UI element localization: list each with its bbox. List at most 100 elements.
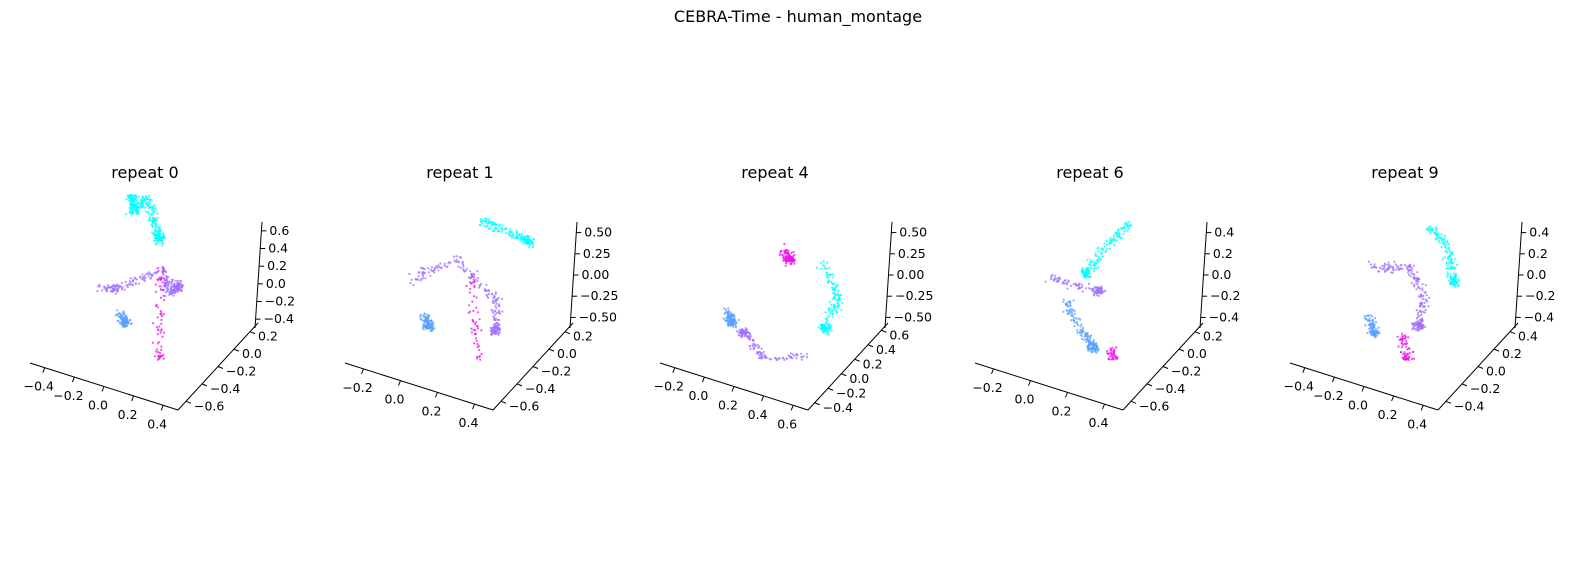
data-point [493,316,496,319]
data-point [138,282,141,285]
data-point [432,321,435,324]
data-point [120,317,123,321]
data-point [421,267,424,270]
data-point [427,322,430,325]
data-point [831,312,834,315]
data-point [833,306,836,309]
data-point [486,295,489,298]
data-point [175,284,178,287]
data-point [131,208,134,211]
data-point [137,205,140,209]
data-point [473,286,476,289]
data-point [520,233,524,236]
data-point [1428,225,1431,228]
data-point [785,255,788,258]
data-point [826,261,829,264]
data-point [800,356,803,359]
data-point [142,276,145,279]
data-point [795,357,798,360]
data-point [1051,273,1054,276]
data-point [483,217,487,220]
data-point [829,280,833,283]
data-point [753,345,756,348]
data-point [419,317,423,320]
data-point [1071,307,1074,311]
data-point [165,275,168,278]
data-point [173,289,176,292]
data-point [162,313,165,316]
data-point [820,325,823,328]
data-point [507,233,511,236]
data-point [1127,221,1130,224]
data-point [1416,316,1419,319]
data-point [800,358,803,361]
data-point [1090,288,1093,291]
data-point [1369,263,1372,266]
data-point [122,311,125,314]
data-point [148,200,151,203]
data-point [156,358,159,361]
data-point [728,316,731,319]
data-point [1425,294,1428,297]
data-point [134,205,137,208]
data-point [1445,267,1448,270]
data-point [473,284,476,287]
data-point [494,327,498,330]
data-point [1100,290,1103,293]
data-point [160,313,163,316]
data-point [1402,352,1405,356]
data-point [1093,285,1097,289]
data-point [832,288,835,292]
data-point [1387,261,1390,264]
data-point [837,290,840,293]
data-point [473,273,476,276]
data-point [734,324,737,327]
data-point [162,288,165,291]
data-point [1456,263,1459,266]
x-tick [1102,403,1105,410]
data-point [1446,271,1449,274]
x-tick [761,395,765,402]
data-point [1109,247,1112,251]
data-point [1102,248,1105,251]
y-tick-label: −0.4 [525,381,555,396]
data-point [491,223,494,226]
y-axis-line [807,322,889,411]
data-point [105,288,108,291]
data-point [761,355,764,358]
data-point [1409,275,1412,278]
data-point [498,318,501,322]
data-point [1089,337,1092,340]
data-point [1389,266,1392,269]
data-point [827,327,831,330]
x-tick [731,386,735,392]
y-tick [249,331,256,335]
data-point [127,283,131,286]
data-point [117,319,120,322]
data-point [145,210,148,214]
data-point [725,316,729,319]
data-point [1383,262,1387,265]
data-point [1101,255,1104,258]
data-point [148,202,151,205]
data-point [1421,320,1424,323]
data-point [785,262,788,265]
data-point [160,285,163,288]
data-point [168,293,171,296]
data-point [127,196,130,199]
data-point [730,320,733,323]
data-point [1096,346,1099,349]
data-point [142,204,145,207]
data-point [129,319,132,322]
data-point [110,286,113,289]
data-point [128,210,132,213]
y-tick [516,383,523,387]
data-point [1434,238,1437,241]
y-tick-label: −0.2 [226,364,256,379]
data-point [749,348,752,351]
x-tick-label: −0.2 [342,380,372,395]
data-point [1421,289,1424,292]
data-point [823,329,826,332]
data-point [494,304,497,307]
data-point [97,285,100,288]
